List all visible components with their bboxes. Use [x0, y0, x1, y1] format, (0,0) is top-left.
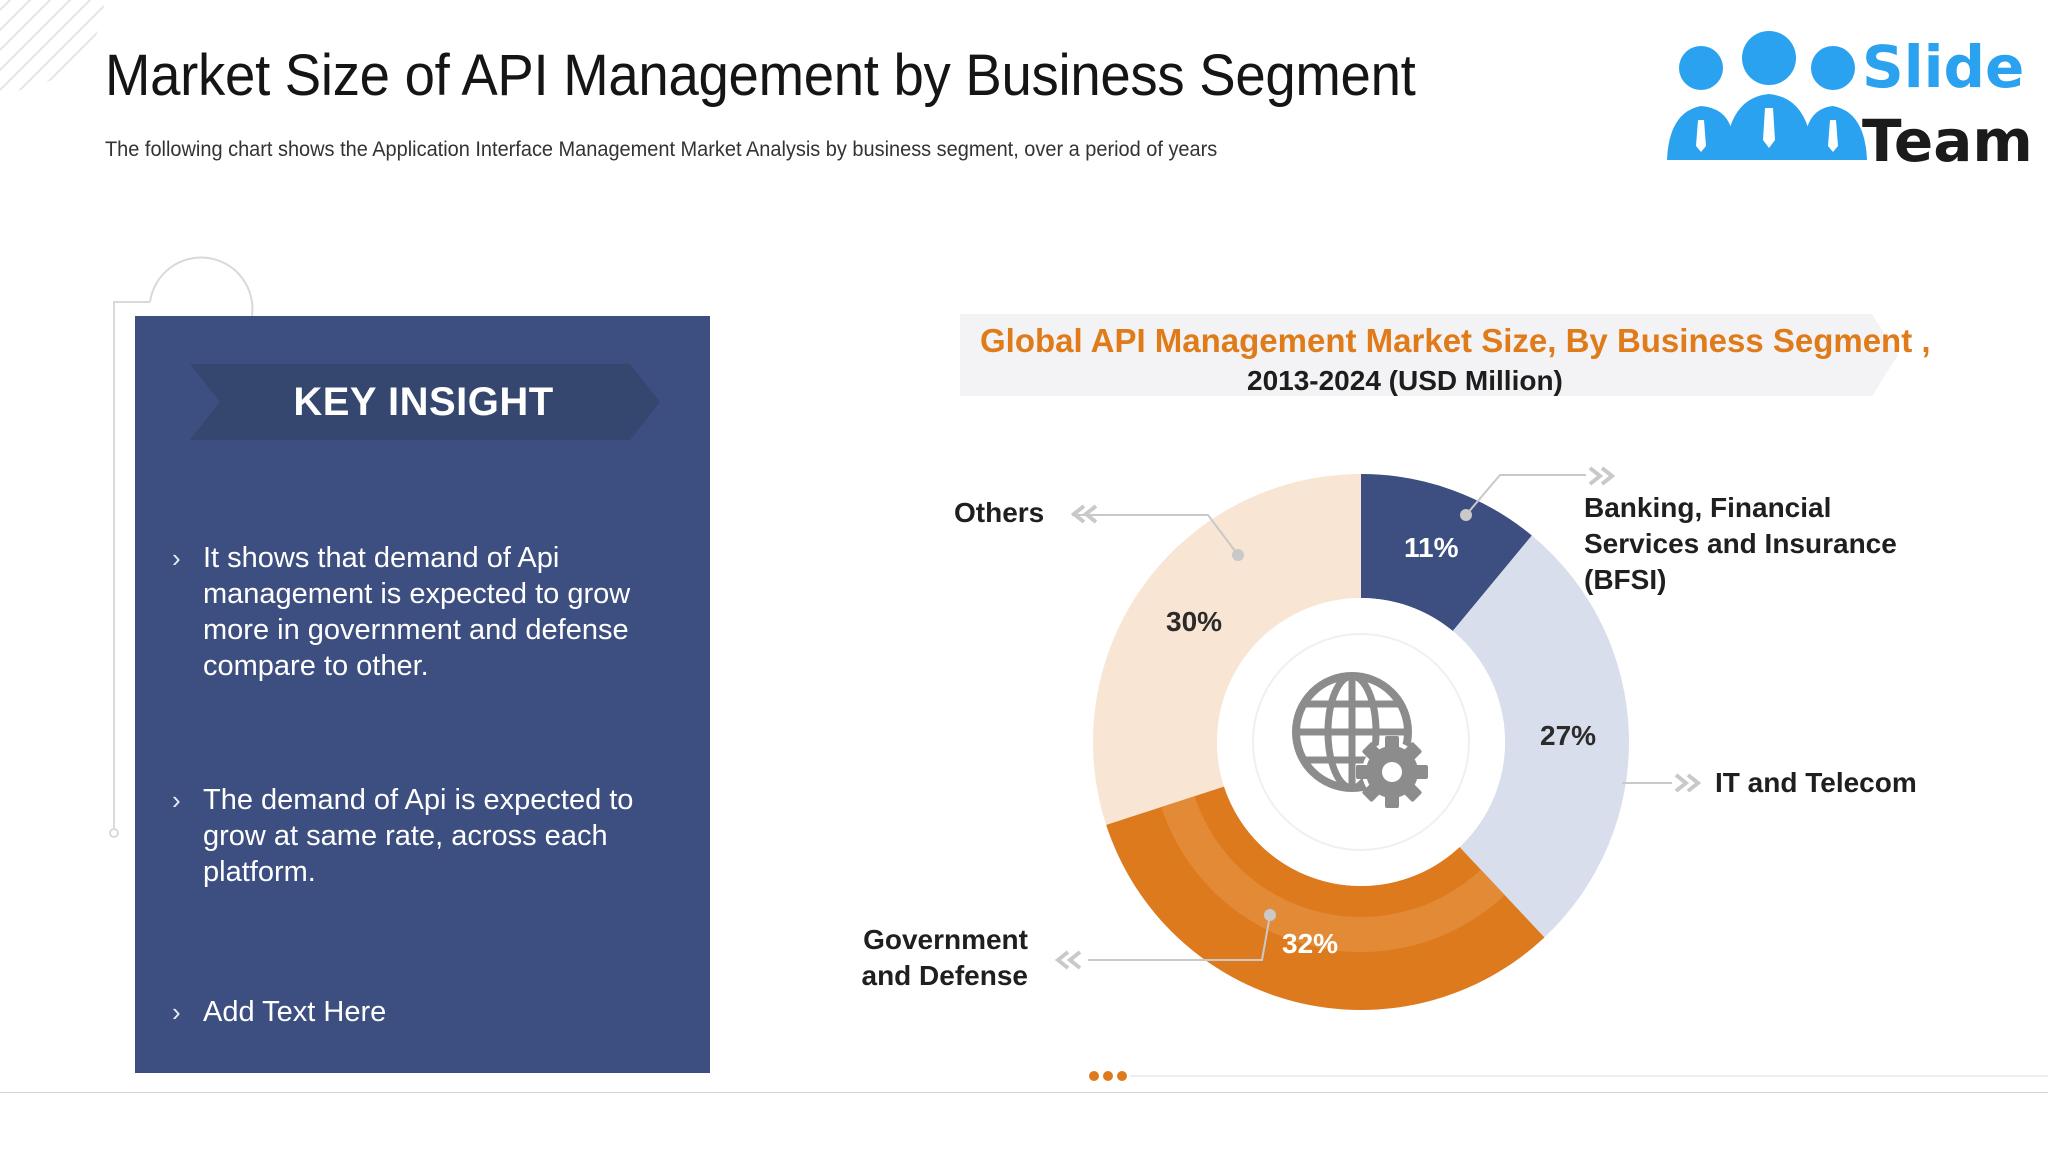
callout-bfsi: Banking, Financial Services and Insuranc…: [1584, 490, 1944, 598]
donut-inner-ring: [1252, 633, 1470, 851]
page-title: Market Size of API Management by Busines…: [105, 43, 1416, 108]
callout-it-telecom: IT and Telecom: [1715, 767, 1917, 798]
slice-others: [1093, 474, 1361, 825]
callout-government: Government and Defense: [861, 924, 1029, 991]
chevron-right-icon: ›: [172, 543, 181, 573]
callout-others: Others: [954, 497, 1045, 528]
chevron-right-icon: ›: [172, 785, 181, 815]
chevron-right-icon: ›: [172, 997, 181, 1027]
logo-text-slide: Slide: [1862, 33, 2025, 101]
insight-bullet-text: The demand of Api is expected to grow at…: [203, 784, 634, 888]
key-insight-panel: [135, 316, 710, 1073]
slice-bfsi: [1361, 474, 1532, 632]
logo-text-team: Team: [1862, 107, 2033, 175]
slice-government-band: [1161, 796, 1505, 953]
callout-lines: [1072, 474, 1672, 961]
insight-bullet-text: Add Text Here: [203, 996, 387, 1028]
donut-slices: [1093, 474, 1629, 1010]
double-chevron-icons: [1054, 466, 1702, 970]
key-insight-banner: [190, 364, 660, 440]
slice-label-others: 30%: [1166, 606, 1223, 637]
key-insight-heading: KEY INSIGHT: [293, 380, 554, 424]
chart-title: Global API Management Market Size, By Bu…: [980, 322, 1931, 359]
globe-gear-icon: [1292, 672, 1428, 808]
slice-label-it-telecom: 27%: [1540, 720, 1597, 751]
corner-hatch-decoration: [0, 0, 104, 92]
slice-it-telecom: [1452, 535, 1629, 938]
page-subtitle: The following chart shows the Applicatio…: [105, 138, 1218, 161]
callout-dots: [1232, 509, 1472, 921]
footer-divider: [0, 1092, 2048, 1093]
pagination-dots: [1089, 1071, 1127, 1081]
donut-hole: [1217, 598, 1505, 886]
slice-label-bfsi: 11%: [1404, 532, 1459, 563]
callout-bfsi-text: Banking, Financial Services and Insuranc…: [1584, 492, 1897, 595]
insight-bullet-text: It shows that demand of Api management i…: [203, 542, 631, 682]
slideteam-logo: [1667, 31, 1867, 160]
slice-label-government: 32%: [1282, 928, 1339, 959]
chart-subtitle: 2013-2024 (USD Million): [1247, 365, 1563, 396]
